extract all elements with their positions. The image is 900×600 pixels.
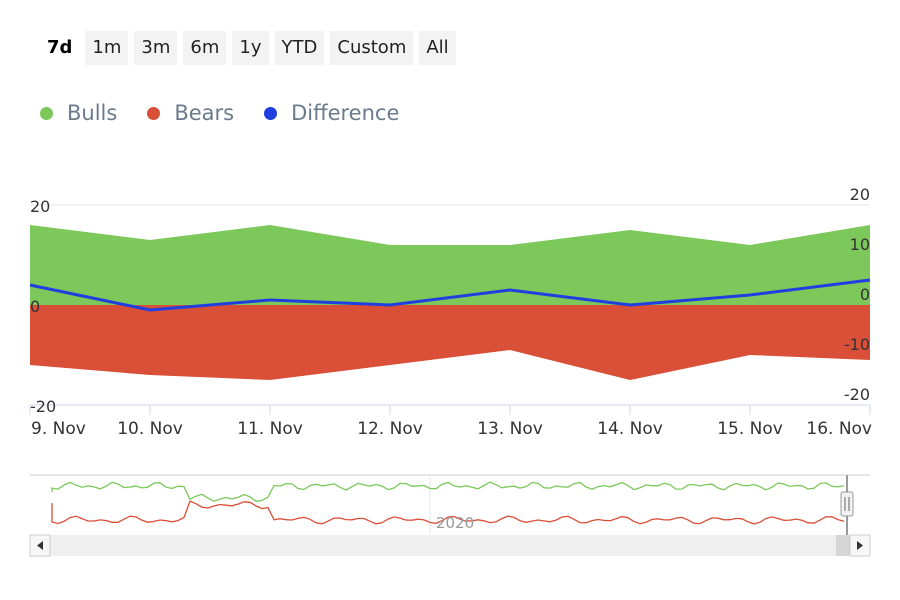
difference-line (29, 278, 871, 312)
arrow-left-icon (37, 541, 43, 550)
range-button-3m[interactable]: 3m (134, 31, 178, 65)
navigator[interactable]: 2020 (29, 474, 871, 557)
plot-area: 9. Nov 10. Nov 11. Nov 12. Nov 13. Nov 14. No… (29, 185, 872, 439)
x-tick-label: 15. Nov (717, 419, 783, 439)
x-tick-label: 13. Nov (477, 419, 543, 439)
legend-marker (147, 106, 161, 120)
left-axis-tick-label: 20 (30, 197, 50, 216)
legend-marker (264, 106, 278, 120)
x-tick-label: 12. Nov (357, 419, 423, 439)
navigator-year-label: 2020 (436, 514, 474, 532)
x-tick-label: 9. Nov (31, 419, 86, 439)
range-button-6m[interactable]: 6m (183, 31, 227, 65)
range-button-all[interactable]: All (419, 31, 456, 65)
x-tick-label: 11. Nov (237, 419, 303, 439)
scrollbar-track[interactable] (30, 535, 870, 556)
arrow-right-icon (857, 541, 863, 550)
legend-label: Difference (291, 101, 400, 125)
legend-item-bears[interactable]: Bears (147, 101, 234, 125)
right-axis-tick-label: 20 (850, 185, 870, 204)
legend-label: Bulls (67, 101, 118, 125)
right-axis-tick-label: -20 (844, 385, 870, 404)
range-button-custom[interactable]: Custom (330, 31, 414, 65)
navigator-bears-series (51, 500, 845, 525)
navigator-bulls-series (51, 481, 845, 502)
navigator-handle[interactable] (840, 491, 854, 517)
bears-area (30, 305, 870, 380)
range-button-ytd[interactable]: YTD (274, 31, 325, 65)
range-button-7d[interactable]: 7d (40, 31, 80, 65)
right-axis-tick-label: -10 (844, 335, 870, 354)
legend-label: Bears (174, 101, 235, 125)
right-axis-tick-label: 0 (860, 285, 870, 304)
left-axis-tick-label: -20 (30, 397, 56, 416)
x-tick-label: 16. Nov (806, 419, 872, 439)
bulls-area (30, 225, 870, 305)
legend: Bulls Bears Difference (40, 97, 399, 129)
range-button-1m[interactable]: 1m (85, 31, 129, 65)
x-tick-label: 14. Nov (597, 419, 663, 439)
left-axis-tick-label: 0 (30, 297, 40, 316)
scrollbar-thumb[interactable] (836, 535, 850, 556)
right-axis-tick-label: 10 (850, 235, 870, 254)
legend-item-difference[interactable]: Difference (264, 101, 399, 125)
legend-marker (40, 106, 53, 120)
range-button-1y[interactable]: 1y (232, 31, 269, 65)
legend-item-bulls[interactable]: Bulls (40, 101, 117, 125)
x-tick-label: 10. Nov (117, 419, 183, 439)
range-selector: 7d 1m 3m 6m 1y YTD Custom All (40, 31, 456, 65)
